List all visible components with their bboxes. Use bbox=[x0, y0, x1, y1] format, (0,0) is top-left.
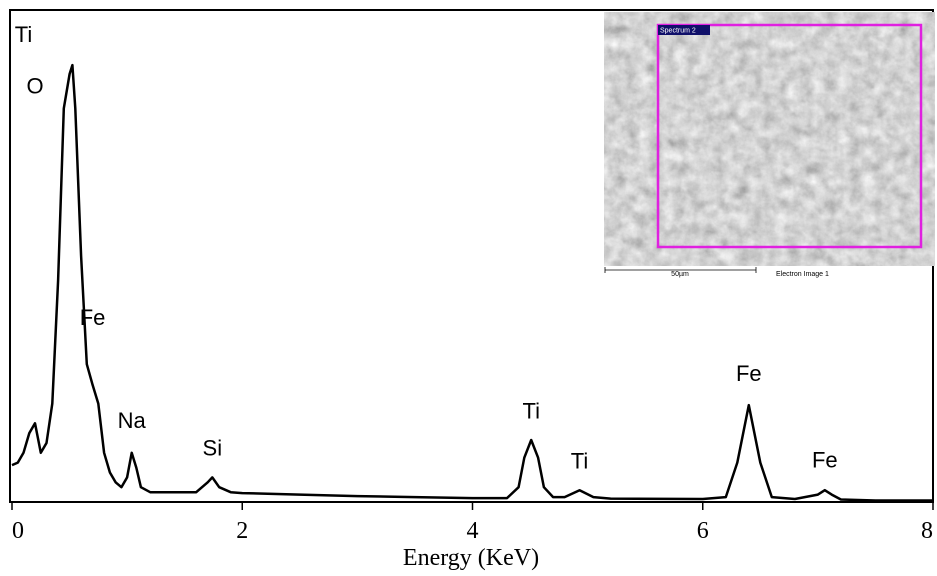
peak-label: Ti bbox=[571, 449, 589, 474]
scale-label: 50µm bbox=[671, 271, 689, 278]
region-label: Spectrum 2 bbox=[660, 27, 696, 34]
peak-label: Ti bbox=[15, 22, 33, 47]
x-tick-label: 6 bbox=[697, 518, 709, 544]
x-tick-label: 4 bbox=[467, 518, 479, 544]
x-tick-label: 2 bbox=[236, 518, 248, 544]
spectrum-region bbox=[656, 23, 923, 249]
peak-label: Fe bbox=[812, 448, 838, 473]
sem-texture bbox=[604, 12, 935, 266]
x-tick-label: 0 bbox=[12, 518, 24, 544]
peak-label: Fe bbox=[736, 361, 762, 386]
peak-label: Si bbox=[203, 435, 223, 460]
region-tag bbox=[658, 25, 710, 35]
peak-label: O bbox=[26, 74, 43, 99]
peak-label: Ti bbox=[522, 398, 540, 423]
spectrum-line bbox=[11, 63, 933, 502]
image-label: Electron Image 1 bbox=[776, 271, 829, 278]
peak-label: Na bbox=[118, 408, 147, 433]
inset: Spectrum 2 50µm Electron Image 1 bbox=[604, 12, 935, 278]
x-axis-label: Energy (KeV) bbox=[403, 545, 539, 571]
peak-label: Fe bbox=[80, 305, 106, 330]
x-tick-label: 8 bbox=[921, 518, 933, 544]
